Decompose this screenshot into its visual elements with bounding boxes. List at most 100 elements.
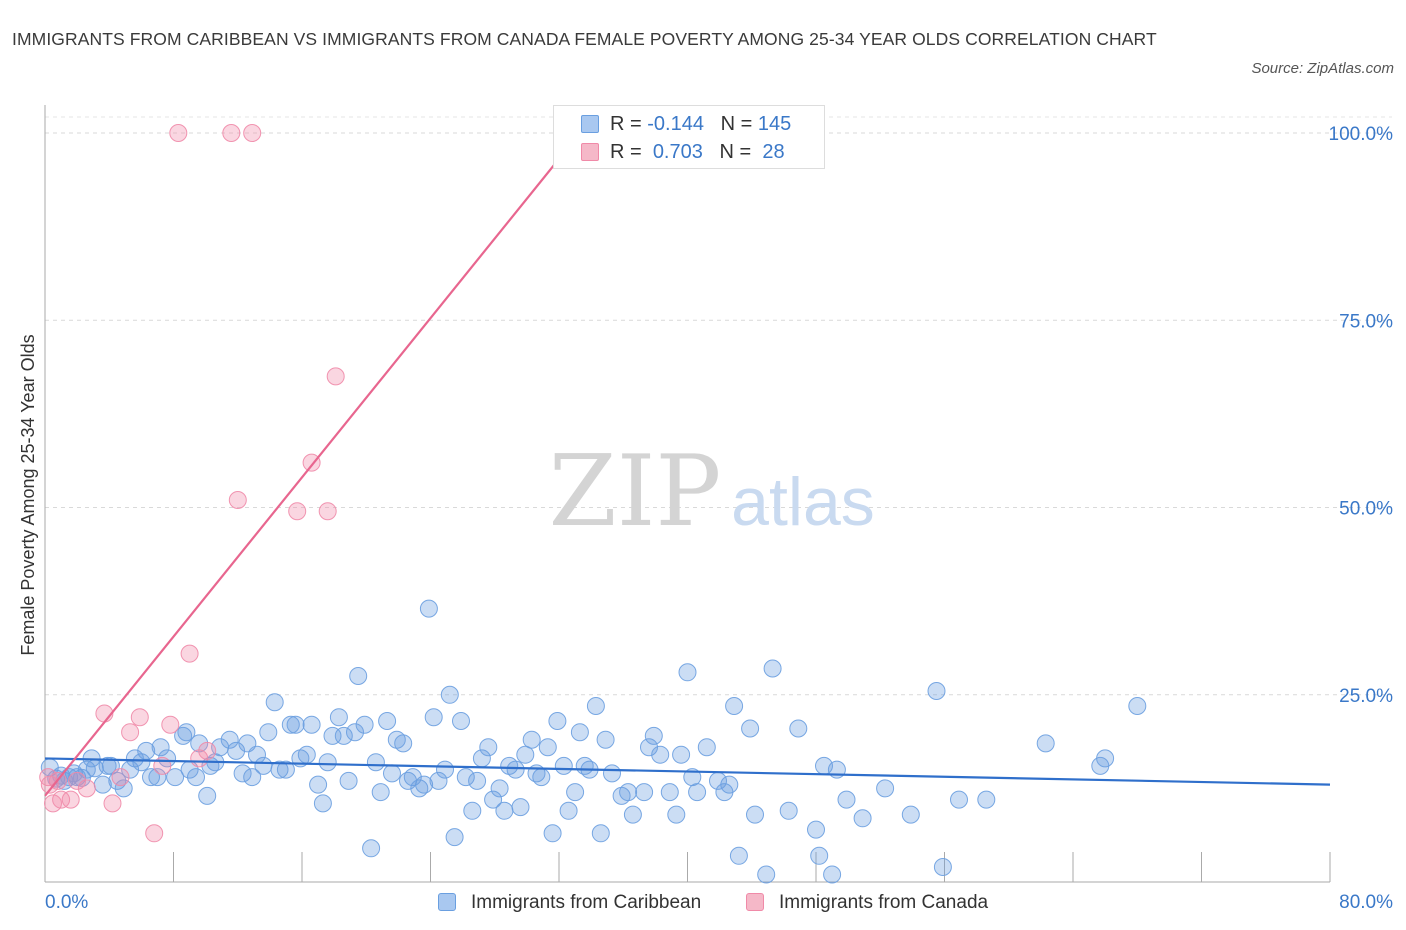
point-canada (302, 453, 321, 472)
point-caribbean (763, 659, 782, 678)
legend-swatch-canada (746, 893, 764, 911)
point-caribbean (445, 828, 464, 847)
point-caribbean (198, 786, 217, 805)
point-caribbean (548, 712, 567, 730)
point-caribbean (586, 697, 605, 715)
point-caribbean (644, 726, 663, 745)
point-caribbean (807, 820, 825, 839)
point-caribbean (823, 865, 842, 884)
point-caribbean (591, 824, 610, 843)
point-caribbean (243, 768, 262, 787)
point-caribbean (349, 667, 368, 685)
point-caribbean (789, 719, 808, 738)
point-caribbean (378, 712, 397, 730)
point-caribbean (227, 741, 246, 760)
trend-line-canada (44, 132, 581, 797)
point-caribbean (346, 723, 364, 742)
point-caribbean (543, 824, 562, 843)
source-label: Source: ZipAtlas.com (1251, 60, 1394, 77)
point-caribbean (452, 712, 470, 730)
point-caribbean (440, 685, 459, 704)
point-canada (68, 771, 87, 790)
point-caribbean (259, 723, 278, 742)
point-canada (130, 708, 149, 727)
point-canada (77, 779, 96, 798)
point-caribbean (479, 738, 498, 757)
legend-item-caribbean: Immigrants from Caribbean (438, 888, 701, 918)
point-caribbean (1036, 734, 1055, 753)
point-caribbean (424, 708, 443, 727)
point-caribbean (596, 730, 615, 749)
r-label: R = (610, 113, 642, 135)
axes (44, 105, 1331, 883)
n-label: N = (720, 113, 753, 135)
point-canada (39, 768, 58, 787)
point-caribbean (876, 779, 895, 798)
point-caribbean (286, 715, 305, 734)
point-caribbean (309, 775, 328, 794)
legend-label-caribbean: Immigrants from Caribbean (471, 892, 702, 913)
point-caribbean (355, 715, 374, 734)
r-value: 0.703 (652, 141, 703, 163)
chart-title: IMMIGRANTS FROM CARIBBEAN VS IMMIGRANTS … (12, 29, 1157, 49)
point-caribbean (371, 783, 390, 802)
grid-lines (45, 116, 1392, 696)
point-caribbean (151, 738, 170, 757)
y-tick-label: 75.0% (1339, 311, 1393, 332)
point-caribbean (837, 790, 856, 809)
point-caribbean (651, 745, 670, 764)
legend-label-canada: Immigrants from Canada (779, 892, 989, 913)
point-canada (222, 124, 241, 142)
point-canada (288, 502, 307, 521)
watermark-atlas: atlas (731, 464, 875, 540)
point-canada (52, 790, 71, 809)
point-canada (318, 502, 337, 521)
point-caribbean (522, 730, 541, 749)
point-caribbean (148, 768, 167, 787)
point-caribbean (220, 730, 239, 749)
point-caribbean (1096, 749, 1115, 768)
point-caribbean (297, 745, 316, 764)
point-canada (243, 124, 262, 142)
point-caribbean (187, 768, 205, 787)
point-caribbean (570, 723, 589, 742)
point-caribbean (142, 768, 160, 787)
point-caribbean (927, 682, 946, 700)
point-caribbean (554, 756, 573, 775)
point-canada (121, 723, 140, 742)
legend-item-canada: Immigrants from Canada (746, 888, 988, 918)
point-caribbean (394, 734, 413, 753)
point-caribbean (619, 783, 638, 802)
point-caribbean (977, 790, 996, 809)
point-caribbean (746, 805, 764, 824)
legend-swatch-canada (581, 143, 599, 161)
point-caribbean (672, 745, 691, 764)
point-caribbean (516, 745, 535, 764)
point-caribbean (688, 783, 707, 802)
trend-lines (44, 132, 1331, 797)
legend-swatch-caribbean (438, 893, 456, 911)
n-value: 28 (762, 141, 785, 163)
n-label: N = (719, 141, 752, 163)
point-caribbean (254, 756, 273, 775)
point-caribbean (415, 775, 434, 794)
point-caribbean (566, 783, 585, 802)
point-caribbean (538, 738, 557, 757)
y-tick-label: 25.0% (1339, 686, 1393, 707)
point-canada (61, 790, 80, 809)
point-caribbean (779, 801, 798, 820)
point-caribbean (114, 779, 133, 798)
legend-row-caribbean: R = -0.144 N = 145 (610, 110, 791, 138)
point-caribbean (511, 798, 530, 817)
point-caribbean (233, 764, 252, 783)
point-caribbean (532, 768, 551, 787)
data-points (39, 124, 1147, 884)
point-caribbean (1128, 697, 1147, 715)
point-canada (228, 491, 247, 509)
point-caribbean (72, 768, 91, 787)
point-canada (111, 768, 130, 787)
point-caribbean (334, 726, 353, 745)
point-caribbean (339, 771, 358, 790)
point-caribbean (329, 708, 348, 727)
point-caribbean (484, 790, 503, 809)
